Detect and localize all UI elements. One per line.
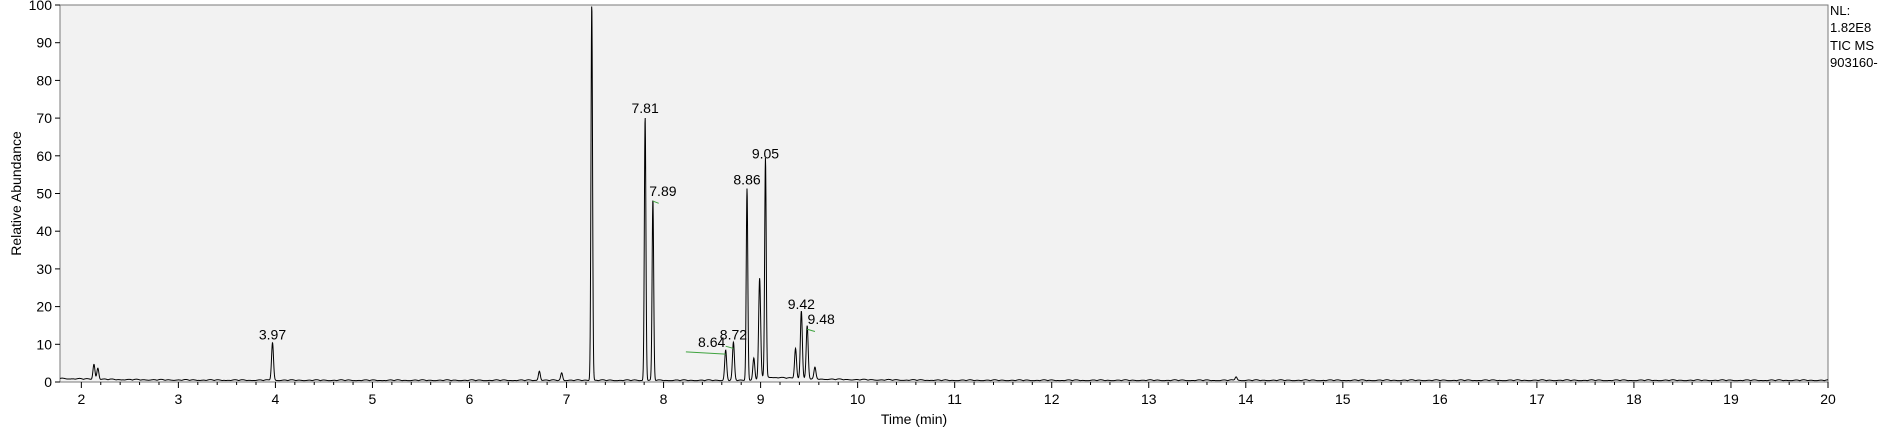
nl-value: 1.82E8 — [1830, 20, 1872, 35]
peak-labels: 3.97 7.26 7.81 7.89 8.648.72 8.86 9.05 9.429.48 — [259, 0, 835, 350]
x-tick-label: 3 — [174, 391, 182, 407]
tic-trace-line — [59, 6, 1829, 382]
integration-baseline — [685, 351, 726, 355]
y-axis-label: Relative Abundance — [8, 131, 24, 256]
x-axis-ticks: 2 3 4 5 6 7 8 9 10 11 12 13 14 15 16 17 18 19 20 — [77, 382, 1836, 407]
y-tick-label: 90 — [36, 35, 52, 51]
x-tick-label: 10 — [850, 391, 866, 407]
x-tick-label: 4 — [272, 391, 280, 407]
peak-label: 7.81 — [632, 100, 659, 116]
y-tick-label: 50 — [36, 186, 52, 202]
scan-label: TIC MS — [1830, 38, 1875, 53]
y-tick-label: 10 — [36, 336, 52, 352]
x-tick-label: 8 — [660, 391, 668, 407]
peak-label: 8.64 — [698, 334, 725, 350]
x-axis-label: Time (min) — [881, 411, 947, 427]
peak-label: 9.42 — [788, 296, 815, 312]
x-tick-label: 7 — [563, 391, 571, 407]
peak-label: 9.05 — [752, 145, 779, 161]
integration-baseline — [807, 328, 816, 332]
y-tick-label: 70 — [36, 110, 52, 126]
peak-label: 8.72 — [720, 326, 747, 342]
x-tick-label: 6 — [466, 391, 474, 407]
y-tick-label: 30 — [36, 261, 52, 277]
y-tick-label: 60 — [36, 148, 52, 164]
y-tick-label: 100 — [29, 0, 53, 13]
integration-baseline — [652, 200, 659, 204]
peak-label: 7.26 — [578, 0, 605, 3]
y-axis-ticks: 0 10 20 30 40 50 60 70 80 90 100 — [29, 0, 60, 390]
peak-label: 9.48 — [808, 311, 835, 327]
x-tick-label: 16 — [1432, 391, 1448, 407]
x-tick-label: 15 — [1335, 391, 1351, 407]
x-tick-label: 5 — [369, 391, 377, 407]
x-tick-label: 17 — [1529, 391, 1545, 407]
x-tick-label: 13 — [1141, 391, 1157, 407]
peak-label: 7.89 — [649, 183, 676, 199]
y-tick-label: 40 — [36, 223, 52, 239]
y-tick-label: 80 — [36, 72, 52, 88]
x-tick-label: 14 — [1238, 391, 1254, 407]
peak-label: 8.86 — [733, 172, 760, 188]
nl-label: NL: — [1830, 3, 1851, 18]
x-tick-label: 2 — [77, 391, 85, 407]
y-tick-label: 20 — [36, 299, 52, 315]
x-tick-label: 9 — [757, 391, 765, 407]
x-tick-label: 20 — [1820, 391, 1836, 407]
integration-baseline — [725, 345, 734, 349]
plot-area — [59, 4, 1829, 383]
y-tick-label: 0 — [44, 374, 52, 390]
tic-trace — [59, 6, 1829, 382]
file-label: 903160- — [1830, 55, 1878, 70]
x-tick-label: 18 — [1626, 391, 1642, 407]
peak-label: 3.97 — [259, 326, 286, 342]
x-tick-label: 12 — [1044, 391, 1060, 407]
x-tick-label: 19 — [1723, 391, 1739, 407]
x-tick-label: 11 — [947, 391, 962, 407]
